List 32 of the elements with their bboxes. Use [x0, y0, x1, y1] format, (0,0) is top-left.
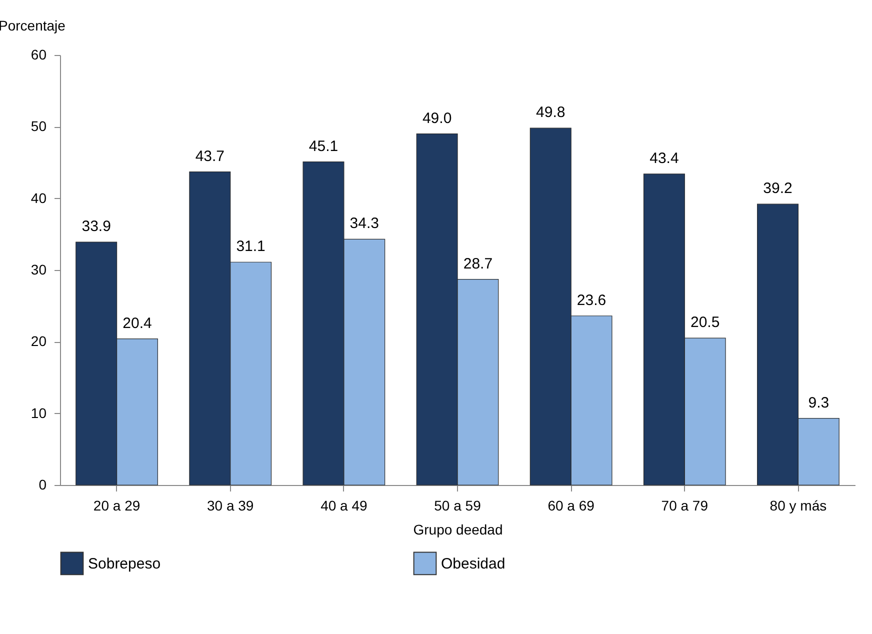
legend-label: Obesidad: [441, 555, 506, 572]
x-tick-label: 40 a 49: [320, 498, 368, 514]
y-tick-label: 20: [30, 333, 47, 350]
data-label: 28.7: [463, 255, 493, 272]
data-label: 49.0: [422, 110, 452, 127]
data-label: 43.4: [650, 150, 679, 167]
x-tick-label: 20 a 29: [93, 498, 140, 514]
y-tick-label: 0: [38, 476, 47, 492]
data-label: 20.5: [690, 314, 720, 332]
legend-label: Sobrepeso: [88, 555, 161, 572]
y-tick-label: 10: [30, 404, 47, 421]
x-tick-label: 30 a 39: [207, 498, 254, 514]
x-tick-label: 60 a 69: [548, 498, 595, 514]
data-label: 34.3: [350, 215, 379, 232]
y-tick-label: 40: [30, 190, 47, 206]
data-label: 23.6: [576, 292, 606, 309]
y-tick-label: 30: [30, 262, 47, 278]
data-label: 20.4: [122, 314, 152, 332]
y-axis-title: Porcentaje: [0, 18, 66, 34]
x-axis-title: Grupo deedad: [413, 522, 503, 538]
x-tick-label: 80 y más: [770, 498, 827, 514]
data-label: 31.1: [236, 238, 266, 256]
y-tick-label: 60: [30, 46, 47, 62]
data-label: 33.9: [82, 218, 111, 236]
x-tick-label: 70 a 79: [661, 498, 708, 514]
data-label: 9.3: [808, 394, 830, 412]
data-label: 43.7: [195, 148, 225, 165]
data-label: 49.8: [536, 104, 566, 122]
x-tick-label: 50 a 59: [434, 498, 482, 514]
data-label: 39.2: [763, 180, 792, 198]
data-label: 45.1: [308, 138, 338, 155]
y-tick-label: 50: [30, 118, 47, 134]
